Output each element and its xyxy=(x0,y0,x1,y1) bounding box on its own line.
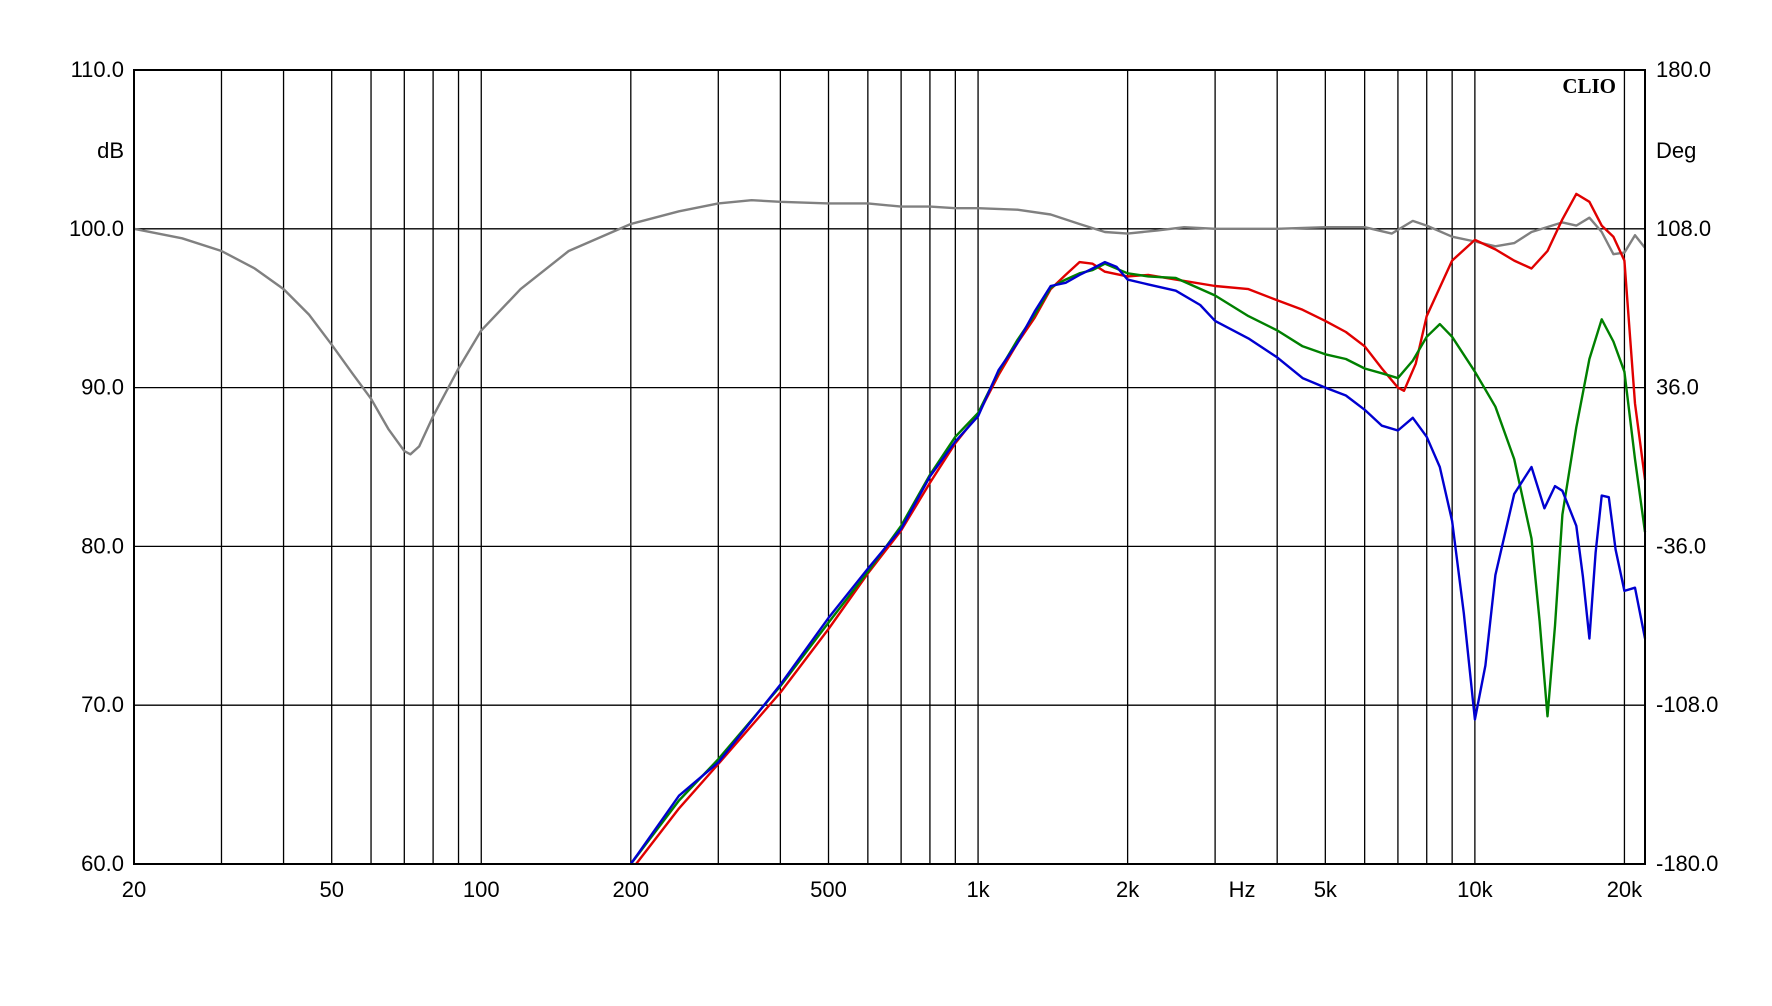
axis-labels: dB Deg CLIO 110.0 100.0 90.0 80.0 70.0 60.0 18… xyxy=(69,57,1718,902)
y-right-tick-label: -36.0 xyxy=(1656,533,1706,558)
grid xyxy=(133,69,1645,865)
y-left-tick-label: 70.0 xyxy=(81,692,124,717)
series-line-1 xyxy=(133,199,1646,456)
x-tick-label: 500 xyxy=(810,877,847,902)
y-left-tick-label: 100.0 xyxy=(69,216,124,241)
y-left-tick-label: 80.0 xyxy=(81,533,124,558)
y-right-tick-label: 36.0 xyxy=(1656,375,1699,400)
y-left-tick-label: 60.0 xyxy=(81,851,124,876)
y-right-tick-label: 180.0 xyxy=(1656,57,1711,82)
x-tick-label: 100 xyxy=(463,877,500,902)
y-right-tick-label: -180.0 xyxy=(1656,851,1718,876)
x-tick-label: 10k xyxy=(1457,877,1493,902)
clio-brand-label: CLIO xyxy=(1562,74,1616,98)
series-line-2 xyxy=(635,192,1647,865)
x-tick-label: 2k xyxy=(1116,877,1140,902)
plot-frame xyxy=(133,69,1646,865)
y-left-tick-label: 110.0 xyxy=(71,57,124,82)
y-left-tick-label: 90.0 xyxy=(81,375,124,400)
x-tick-label: 50 xyxy=(319,877,343,902)
series-layer xyxy=(133,192,1647,865)
series-line-4 xyxy=(629,260,1647,865)
x-tick-label: 200 xyxy=(612,877,649,902)
x-tick-label: 1k xyxy=(966,877,990,902)
y-right-tick-label: -108.0 xyxy=(1656,692,1718,717)
x-tick-label: 5k xyxy=(1314,877,1338,902)
y-right-axis-label: Deg xyxy=(1656,138,1696,163)
y-right-tick-label: 108.0 xyxy=(1656,216,1711,241)
x-unit-label: Hz xyxy=(1229,877,1256,902)
x-tick-label: 20 xyxy=(122,877,146,902)
series-line-3 xyxy=(629,262,1647,865)
y-left-axis-label: dB xyxy=(97,138,124,163)
x-tick-label: 20k xyxy=(1607,877,1643,902)
